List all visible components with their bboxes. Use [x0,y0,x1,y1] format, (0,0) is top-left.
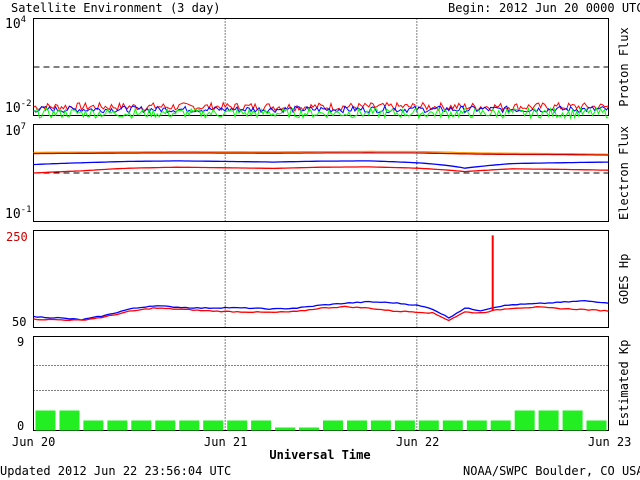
kp-bar [107,420,128,431]
kp-bar [35,410,56,431]
xtick-jun20: Jun 20 [12,435,55,449]
kp-bar [466,420,487,431]
kp-bar [83,420,104,431]
electron-series-orange [33,150,609,155]
xaxis-title: Universal Time [269,448,370,462]
kp-bar [131,420,152,431]
goes-series-blue [33,299,609,321]
kp-bar [323,420,343,431]
kp-bar [418,420,439,431]
proton-series-blue [33,104,609,114]
kp-panel [33,336,609,431]
electron-series-red [33,166,609,174]
goes-ytick-top: 250 [6,230,28,244]
goes-hp-panel [33,230,609,328]
xtick-jun23: Jun 23 [588,435,631,449]
goes-ylabel: GOES Hp [617,254,631,305]
kp-bar [179,420,200,431]
electron-ylabel: Electron Flux [617,126,631,220]
electron-series-dark_red [33,152,609,156]
kp-bar [59,410,80,431]
updated-timestamp: Updated 2012 Jun 22 23:56:04 UTC [0,464,232,478]
electron-ytick-bottom: 10-1 [5,205,32,222]
proton-ytick-top: 104 [5,15,26,32]
kp-bar [227,420,248,431]
kp-bar [251,420,272,431]
kp-bar [394,420,415,431]
xtick-jun22: Jun 22 [396,435,439,449]
chart-title: Satellite Environment (3 day) [11,1,221,15]
goes-series-red [33,305,609,322]
proton-panel [33,18,609,116]
kp-bar [514,410,535,431]
begin-value: 2012 Jun 20 0000 UTC [499,1,640,15]
kp-bar [299,427,319,431]
begin-label: Begin: [448,1,492,15]
kp-bar [442,420,463,431]
kp-ytick-bottom: 0 [17,419,24,433]
xtick-jun21: Jun 21 [204,435,247,449]
electron-series-blue [33,160,609,169]
kp-bar [586,420,607,431]
goes-ytick-bottom: 50 [12,315,26,329]
kp-bar [538,410,559,431]
credit-text: NOAA/SWPC Boulder, CO USA [463,464,640,478]
proton-ytick-bottom: 10-2 [5,99,32,116]
kp-bar [562,410,583,431]
kp-bar [347,420,367,431]
kp-bar [275,427,296,431]
proton-ylabel: Proton Flux [617,27,631,106]
proton-series-green [33,106,609,120]
kp-bar [490,420,511,431]
kp-ylabel: Estimated Kp [617,340,631,427]
electron-panel [33,124,609,222]
kp-bar [203,420,224,431]
kp-ytick-top: 9 [17,335,24,349]
kp-bar [370,420,391,431]
electron-ytick-top: 107 [5,122,26,139]
kp-bar [155,420,176,431]
